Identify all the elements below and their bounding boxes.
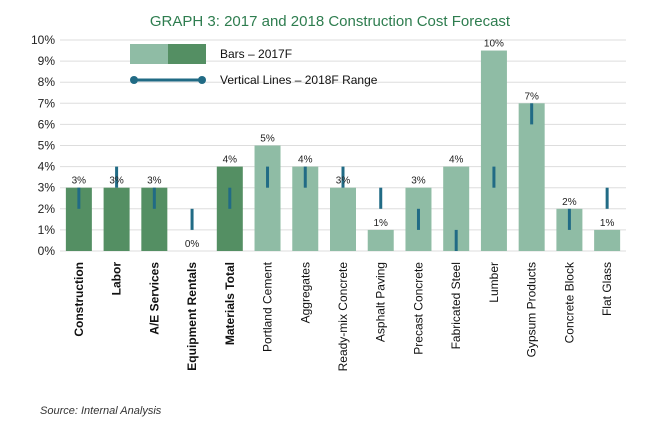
- range-lines: [77, 103, 609, 251]
- bar-data-label: 3%: [72, 176, 87, 187]
- legend-bars-label: Bars – 2017F: [220, 47, 292, 61]
- y-tick-label: 6%: [38, 117, 56, 131]
- category-label: Aggregates: [298, 262, 312, 323]
- legend-line-endpoint-left: [130, 76, 138, 84]
- bar-data-label: 3%: [147, 176, 162, 187]
- bar-data-label: 1%: [600, 218, 615, 229]
- y-axis: 0% 1% 2% 3% 4% 5% 6% 7% 8% 9% 10%: [31, 33, 55, 258]
- category-label: Labor: [110, 262, 124, 296]
- y-tick-label: 5%: [38, 139, 56, 153]
- bar: [103, 187, 130, 251]
- bar-data-label: 5%: [260, 134, 275, 145]
- legend: Bars – 2017F Vertical Lines – 2018F Rang…: [130, 44, 378, 87]
- y-tick-label: 8%: [38, 75, 56, 89]
- category-label: Portland Cement: [261, 261, 275, 352]
- legend-bar-swatch-dark: [168, 44, 206, 64]
- bar-data-label: 0%: [185, 239, 200, 250]
- x-axis: Construction Labor A/E Services Equipment R…: [72, 261, 614, 371]
- bar-data-label: 3%: [336, 176, 351, 187]
- legend-line-endpoint-right: [198, 76, 206, 84]
- category-label: Asphalt Paving: [374, 262, 388, 342]
- category-label: Gypsum Products: [525, 262, 539, 357]
- category-label: Ready-mix Concrete: [336, 262, 350, 372]
- category-label: Lumber: [487, 262, 501, 303]
- bar-data-label: 3%: [109, 176, 124, 187]
- bar-data-label: 1%: [374, 218, 389, 229]
- y-tick-label: 4%: [38, 160, 56, 174]
- bars: [65, 50, 621, 251]
- bar: [518, 103, 545, 251]
- data-labels: 3% 3% 3% 0% 4% 5% 4% 3% 1% 3% 4% 10% 7% 2% 1%: [72, 39, 615, 250]
- legend-bar-swatch-light: [130, 44, 168, 64]
- bar-data-label: 4%: [449, 155, 464, 166]
- bar: [480, 50, 507, 251]
- category-label: Construction: [72, 262, 86, 337]
- bar: [367, 229, 394, 251]
- category-label: Flat Glass: [600, 262, 614, 316]
- category-label: Concrete Block: [562, 261, 576, 343]
- category-label: A/E Services: [147, 262, 161, 335]
- y-tick-label: 0%: [38, 244, 56, 258]
- bar-data-label: 4%: [223, 155, 238, 166]
- category-label: Precast Concrete: [411, 262, 425, 355]
- y-tick-label: 3%: [38, 181, 56, 195]
- bar-data-label: 3%: [411, 176, 426, 187]
- bar-data-label: 4%: [298, 155, 313, 166]
- bar: [330, 187, 356, 251]
- bar-data-label: 10%: [484, 39, 504, 50]
- y-tick-label: 7%: [38, 96, 56, 110]
- bar-data-label: 2%: [562, 197, 577, 208]
- y-tick-label: 2%: [38, 202, 56, 216]
- bar: [594, 229, 621, 251]
- category-label: Equipment Rentals: [185, 262, 199, 371]
- category-label: Fabricated Steel: [449, 262, 463, 349]
- source-note: Source: Internal Analysis: [40, 405, 162, 417]
- bar-data-label: 7%: [524, 91, 539, 102]
- chart-title: GRAPH 3: 2017 and 2018 Construction Cost…: [150, 13, 511, 30]
- y-tick-label: 10%: [31, 33, 55, 47]
- y-tick-label: 1%: [38, 223, 56, 237]
- y-tick-label: 9%: [38, 54, 56, 68]
- bar: [254, 145, 281, 251]
- legend-lines-label: Vertical Lines – 2018F Range: [220, 73, 378, 87]
- category-label: Materials Total: [223, 262, 237, 345]
